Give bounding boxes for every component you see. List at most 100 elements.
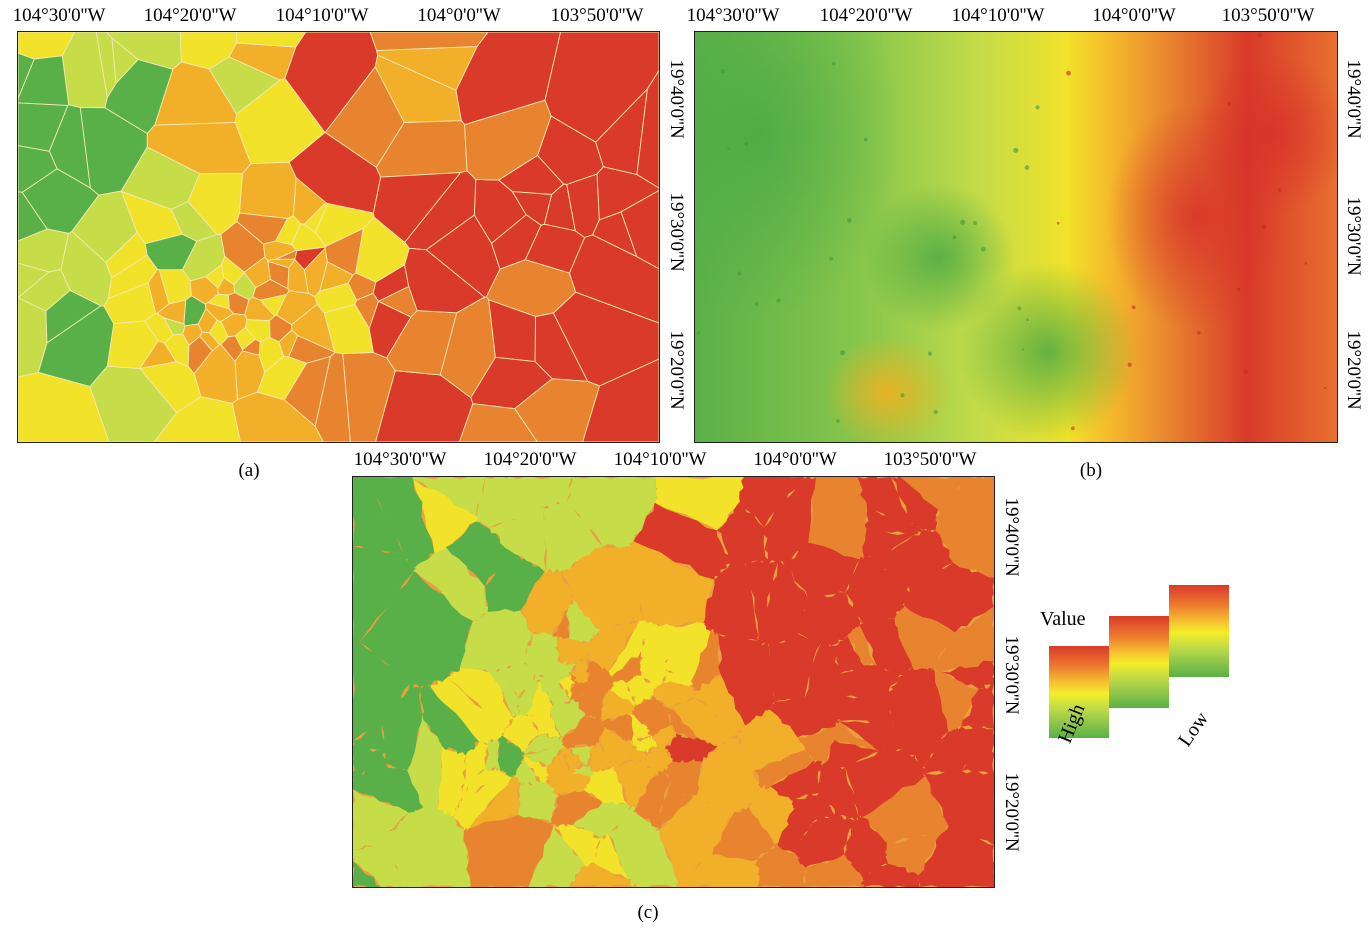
map-region <box>412 547 489 621</box>
map-region <box>497 735 526 778</box>
map-region <box>585 621 639 672</box>
map-region <box>835 663 899 699</box>
map-region <box>769 696 840 738</box>
map-panel-b <box>694 31 1338 443</box>
map-region <box>935 477 994 578</box>
map-region <box>18 55 70 106</box>
panel-label-a: (a) <box>238 460 260 481</box>
map-region <box>817 761 859 822</box>
map-region <box>193 344 238 404</box>
surface-layer <box>1195 52 1337 217</box>
lat-tick: 19°20'0''N <box>1001 772 1022 852</box>
legend-ramp-2 <box>1109 616 1169 708</box>
map-region <box>790 792 836 824</box>
map-region <box>885 833 942 876</box>
map-region <box>514 758 541 786</box>
lon-tick: 104°20'0''W <box>483 449 577 470</box>
map-region <box>267 260 290 290</box>
map-region <box>862 529 915 562</box>
map-region <box>462 740 489 794</box>
map-region <box>550 699 585 740</box>
surface-layer <box>900 393 905 398</box>
map-region <box>777 808 812 854</box>
map-region <box>832 635 865 674</box>
map-region <box>762 477 816 564</box>
lat-tick: 19°40'0''N <box>666 59 687 139</box>
map-region <box>703 561 761 643</box>
map-region <box>931 606 994 674</box>
map-region <box>659 793 734 882</box>
map-region <box>801 854 864 887</box>
map-region <box>381 805 471 887</box>
map-region <box>628 712 652 743</box>
lon-tick: 104°30'0''W <box>12 5 106 26</box>
map-region <box>864 508 924 535</box>
map-region <box>217 277 236 296</box>
map-region <box>468 775 521 829</box>
map-region <box>770 760 823 800</box>
map-region <box>523 681 555 717</box>
surface-layer <box>1071 426 1075 431</box>
surface-layer <box>1277 188 1282 193</box>
map-region <box>625 672 656 706</box>
map-region <box>661 622 711 682</box>
map-region <box>489 669 520 720</box>
lon-tick: 104°20'0''W <box>143 5 237 26</box>
map-region <box>631 733 658 753</box>
surface-layer <box>1021 348 1025 351</box>
map-region <box>873 529 954 587</box>
map-panel-c <box>352 476 995 888</box>
surface-layer <box>1127 362 1132 367</box>
surface-layer <box>840 350 846 356</box>
map-region <box>941 660 994 690</box>
lon-tick: 104°10'0''W <box>275 5 369 26</box>
map-region <box>292 176 327 225</box>
map-region <box>628 541 715 628</box>
map-region <box>558 674 576 699</box>
map-region <box>269 314 293 343</box>
map-region <box>556 636 591 665</box>
surface-layer <box>861 183 1016 332</box>
map-region <box>522 755 550 786</box>
map-region <box>154 61 237 126</box>
lon-tick: 104°0'0''W <box>1092 5 1176 26</box>
map-region <box>739 477 804 528</box>
map-region <box>18 297 48 378</box>
map-region <box>474 477 541 528</box>
map-region <box>71 190 138 263</box>
map-region <box>712 807 775 862</box>
lon-tick: 104°30'0''W <box>686 5 780 26</box>
map-region <box>452 772 512 831</box>
map-region <box>832 719 877 751</box>
map-region <box>689 630 722 692</box>
map-region <box>353 861 382 887</box>
map-region <box>528 711 561 738</box>
surface-layer <box>695 32 901 319</box>
map-region <box>654 477 744 531</box>
map-region <box>639 622 669 691</box>
map-region <box>503 713 540 752</box>
map-region <box>862 775 949 844</box>
surface-layer <box>776 298 781 303</box>
surface-layer <box>1131 305 1136 310</box>
lat-tick: 19°30'0''N <box>1343 196 1364 276</box>
map-region <box>447 668 514 728</box>
surface-layer <box>1227 101 1232 106</box>
map-region <box>404 247 486 314</box>
map-region <box>197 307 218 334</box>
surface-layer <box>831 61 836 66</box>
surface-layer <box>1261 224 1267 230</box>
legend-low-label: Low <box>1174 707 1214 751</box>
panel-label-c: (c) <box>637 902 659 923</box>
map-region <box>608 811 680 887</box>
map-region <box>647 706 672 739</box>
map-region <box>463 814 556 887</box>
map-region <box>353 764 424 814</box>
map-region <box>353 789 409 851</box>
map-region <box>528 826 585 887</box>
map-region <box>106 320 159 369</box>
map-region <box>551 823 601 867</box>
map-region <box>961 683 994 731</box>
map-region <box>652 680 696 711</box>
map-region <box>608 618 647 676</box>
